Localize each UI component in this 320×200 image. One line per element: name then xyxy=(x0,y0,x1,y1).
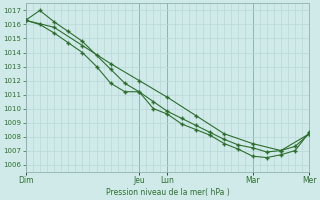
X-axis label: Pression niveau de la mer( hPa ): Pression niveau de la mer( hPa ) xyxy=(106,188,229,197)
